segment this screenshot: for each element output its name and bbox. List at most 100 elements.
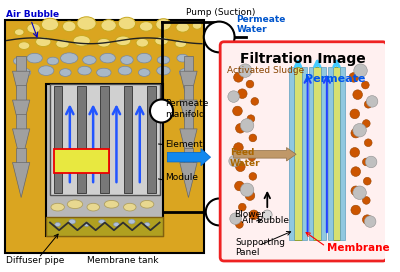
FancyBboxPatch shape <box>220 42 386 261</box>
Ellipse shape <box>51 203 64 211</box>
Bar <box>5 20 204 253</box>
FancyArrow shape <box>167 149 210 166</box>
Circle shape <box>236 123 245 133</box>
Circle shape <box>351 205 360 215</box>
Bar <box>328 67 333 240</box>
Text: Filtration Image: Filtration Image <box>240 52 366 66</box>
Text: Activated Sludge: Activated Sludge <box>227 66 304 75</box>
Bar <box>100 86 109 193</box>
Circle shape <box>240 183 254 197</box>
Circle shape <box>362 120 370 127</box>
Circle shape <box>234 181 244 191</box>
Circle shape <box>353 123 366 137</box>
Text: Permeate: Permeate <box>305 74 366 84</box>
Ellipse shape <box>97 38 110 47</box>
Circle shape <box>362 158 370 166</box>
Circle shape <box>238 89 247 98</box>
Ellipse shape <box>192 21 202 29</box>
Text: Permeate
manifold: Permeate manifold <box>165 99 209 119</box>
Ellipse shape <box>175 40 186 48</box>
Text: Blower: Blower <box>234 210 266 219</box>
Ellipse shape <box>73 36 90 46</box>
Text: Air Bubble: Air Bubble <box>242 215 289 224</box>
Ellipse shape <box>136 38 148 47</box>
Circle shape <box>366 96 378 107</box>
Ellipse shape <box>101 20 116 31</box>
Circle shape <box>362 215 372 224</box>
Circle shape <box>365 156 377 168</box>
Ellipse shape <box>157 66 170 75</box>
Circle shape <box>350 147 360 157</box>
Polygon shape <box>12 71 30 106</box>
Bar <box>184 56 193 71</box>
Circle shape <box>251 98 259 105</box>
Circle shape <box>350 109 360 119</box>
Bar <box>77 86 86 193</box>
Text: Air Bubble: Air Bubble <box>6 10 59 19</box>
Ellipse shape <box>118 66 132 75</box>
Ellipse shape <box>104 200 119 208</box>
Ellipse shape <box>18 42 30 50</box>
Circle shape <box>236 162 245 172</box>
Ellipse shape <box>56 39 69 48</box>
Circle shape <box>228 91 239 102</box>
Circle shape <box>354 64 367 77</box>
Circle shape <box>353 186 366 199</box>
Polygon shape <box>180 71 197 106</box>
Bar <box>340 67 345 240</box>
Circle shape <box>234 73 243 82</box>
Bar <box>147 86 156 193</box>
Circle shape <box>206 199 233 225</box>
Ellipse shape <box>138 69 150 76</box>
Circle shape <box>362 81 369 89</box>
Ellipse shape <box>144 222 150 226</box>
Bar <box>16 56 26 71</box>
Bar <box>333 67 340 240</box>
Ellipse shape <box>97 68 111 77</box>
Circle shape <box>246 80 254 88</box>
Circle shape <box>362 197 370 204</box>
Ellipse shape <box>36 37 51 47</box>
Text: Module: Module <box>165 173 198 182</box>
Circle shape <box>262 210 272 220</box>
Ellipse shape <box>157 56 170 64</box>
Circle shape <box>240 119 254 132</box>
Circle shape <box>349 73 359 82</box>
Ellipse shape <box>27 23 40 33</box>
Circle shape <box>364 177 371 185</box>
Bar <box>16 114 26 129</box>
Bar <box>289 67 294 240</box>
Bar <box>184 147 193 163</box>
Polygon shape <box>180 100 197 135</box>
Ellipse shape <box>62 21 76 32</box>
Ellipse shape <box>14 29 24 36</box>
Circle shape <box>247 115 255 123</box>
Polygon shape <box>12 129 30 164</box>
Ellipse shape <box>128 219 135 224</box>
Polygon shape <box>12 100 30 135</box>
Bar <box>302 67 307 240</box>
Circle shape <box>238 203 246 211</box>
Ellipse shape <box>27 53 42 63</box>
Circle shape <box>249 172 257 180</box>
Circle shape <box>238 64 252 77</box>
Text: Diffuser pipe: Diffuser pipe <box>6 256 64 265</box>
Ellipse shape <box>179 69 190 76</box>
Circle shape <box>245 191 255 200</box>
Ellipse shape <box>140 21 153 31</box>
Ellipse shape <box>176 23 190 32</box>
Bar <box>184 114 193 129</box>
Polygon shape <box>180 163 197 197</box>
Circle shape <box>230 213 241 224</box>
Ellipse shape <box>137 53 152 63</box>
Ellipse shape <box>83 56 96 64</box>
Text: Pump (Suction): Pump (Suction) <box>186 8 255 17</box>
Ellipse shape <box>121 56 133 64</box>
Bar <box>54 149 109 174</box>
Bar <box>321 67 326 240</box>
Circle shape <box>236 221 243 228</box>
Polygon shape <box>12 163 30 197</box>
Circle shape <box>204 21 234 52</box>
Bar <box>46 217 164 236</box>
Circle shape <box>248 153 256 161</box>
